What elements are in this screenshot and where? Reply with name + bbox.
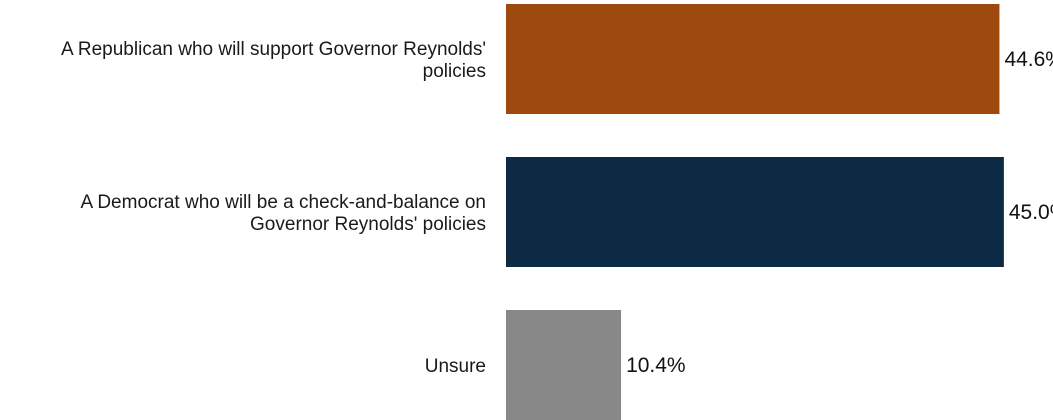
value-labels-group: 44.6% 45.0% 10.4% (626, 48, 1053, 377)
bar-1 (506, 4, 1000, 114)
category-label-1-line-1: A Republican who will support Governor R… (61, 39, 486, 60)
category-label-1-line-2: policies (423, 61, 486, 82)
bar-2 (506, 157, 1004, 267)
category-label-3-line-1: Unsure (425, 356, 486, 377)
value-label-2: 45.0% (1009, 201, 1053, 224)
value-label-3: 10.4% (626, 354, 686, 377)
category-label-1: A Republican who will support Governor R… (61, 39, 486, 82)
category-label-2-line-1: A Democrat who will be a check-and-balan… (80, 192, 486, 213)
bars-group (506, 4, 1004, 420)
category-label-2: A Democrat who will be a check-and-balan… (80, 192, 486, 235)
category-label-2-line-2: Governor Reynolds' policies (250, 214, 486, 235)
category-labels-group: A Republican who will support Governor R… (61, 39, 486, 377)
value-label-1: 44.6% (1004, 48, 1053, 71)
category-label-3: Unsure (425, 356, 486, 377)
bar-3 (506, 310, 622, 420)
